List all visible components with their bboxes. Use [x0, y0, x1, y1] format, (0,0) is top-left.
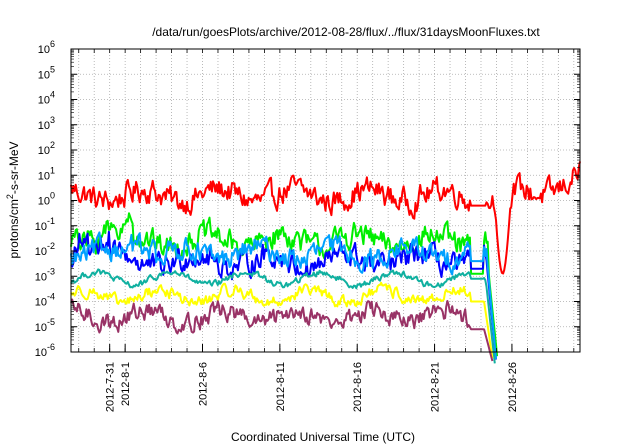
chart-title: /data/run/goesPlots/archive/2012-08-28/f…	[152, 25, 540, 39]
y-tick-label: 106	[38, 39, 55, 56]
y-tick-label: 10-4	[35, 292, 55, 309]
x-axis: 2012-7-31 2012-8-1 2012-8-6 2012-8-11 2012-8…	[78, 49, 575, 412]
x-tick-label: 2012-7-31	[105, 362, 117, 412]
y-tick-label: 105	[38, 64, 55, 81]
x-tick-label: 2012-8-11	[275, 362, 287, 411]
series-line	[70, 212, 499, 357]
y-tick-label: 10-2	[35, 241, 55, 258]
x-tick-label: 2012-8-21	[430, 362, 442, 412]
series-line	[70, 231, 497, 360]
y-axis: 10-6 10-5 10-4 10-3 10-2 10-1 100 101 102 103 104 1…	[35, 39, 580, 359]
y-tick-label: 10-1	[35, 216, 55, 233]
x-tick-label: 2012-8-6	[198, 362, 210, 406]
series-line	[70, 281, 494, 359]
x-axis-label: Coordinated Universal Time (UTC)	[231, 430, 415, 444]
y-tick-label: 10-6	[35, 342, 55, 359]
x-tick-label: 2012-8-16	[352, 362, 364, 412]
y-tick-label: 103	[38, 115, 55, 132]
y-tick-label: 102	[38, 140, 55, 157]
series-line	[70, 298, 494, 362]
y-tick-label: 101	[38, 165, 55, 182]
series-line	[70, 268, 496, 364]
y-tick-label: 10-3	[35, 266, 55, 283]
y-axis-label: protons/cm2-s-sr-MeV	[5, 141, 21, 258]
y-tick-label: 104	[38, 90, 55, 107]
series-line	[70, 161, 581, 275]
y-tick-label: 100	[38, 191, 55, 208]
x-tick-label: 2012-8-1	[120, 362, 132, 406]
x-tick-label: 2012-8-26	[507, 362, 519, 412]
series-layer	[70, 161, 581, 364]
y-tick-label: 10-5	[35, 317, 55, 334]
